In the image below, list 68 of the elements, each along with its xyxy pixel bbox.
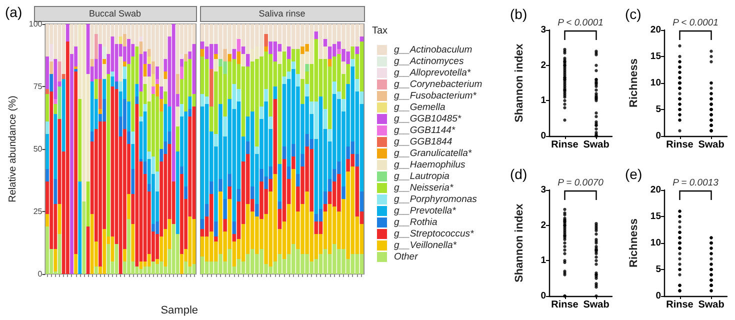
y-tick-label: 5 [656, 264, 662, 275]
legend-label: g__Prevotella* [394, 206, 456, 216]
y-tick-label: 1 [540, 255, 547, 266]
x-tick-label: Swab [698, 300, 724, 310]
legend-label: g__Alloprevotella* [394, 68, 471, 78]
y-tick-label: 75 [33, 82, 43, 91]
legend-label: g__Actinomyces [394, 56, 464, 67]
y-tick-label: 15 [650, 51, 662, 62]
legend-label: g__Neisseria* [394, 182, 454, 194]
y-tick-label: 2 [540, 60, 546, 71]
legend-title: Tax [372, 26, 388, 36]
legend-label: g__GGB1144* [394, 125, 456, 136]
y-tick-label: 15 [650, 211, 662, 222]
text: P < 0.0001 [558, 18, 604, 28]
x-tick-label: Swab [583, 140, 610, 150]
chart-title: (a) [5, 4, 22, 20]
y-tick-label: 20 [650, 184, 661, 196]
y-tick-label: 50 [33, 144, 43, 154]
y-tick-label: 10 [650, 78, 661, 88]
legend-label: g__Lautropia [394, 171, 450, 182]
chart-title: (d) [510, 166, 528, 182]
legend-label: g__Rothia [394, 217, 438, 228]
y-tick-label: 5 [656, 104, 662, 115]
legend-label: Other [394, 252, 419, 262]
chart-subtitle: Buccal Swab [88, 8, 142, 18]
x-tick-label: Swab [698, 140, 724, 150]
y-tick-label: 20 [650, 24, 661, 36]
chart-title: (e) [625, 166, 642, 182]
chart-title: (c) [625, 6, 642, 22]
y-tick-label: 3 [540, 184, 546, 196]
legend-label: g__Fusobacterium* [394, 90, 477, 102]
legend-label: g__Haemophilus [394, 160, 466, 170]
legend-label: g__Veillonella* [394, 240, 457, 251]
legend-label: g__Corynebacterium [394, 79, 482, 90]
y-tick-label: 0 [38, 270, 43, 278]
legend-label: g__Porphyromonas [394, 194, 478, 205]
x-tick-label: Swab [583, 300, 610, 310]
y-tick-label: 2 [540, 220, 546, 231]
y-tick-label: 10 [650, 238, 661, 248]
y-tick-label: 0 [656, 290, 661, 302]
y-axis-title: Shannon index [514, 202, 526, 282]
y-axis-title: Richness [628, 218, 640, 268]
text: P < 0.0001 [672, 18, 718, 28]
chart-subtitle: Saliva rinse [258, 8, 306, 18]
y-tick-label: 0 [540, 290, 546, 302]
chart-title: (b) [510, 6, 528, 22]
y-axis-title: Relative abundance (%) [8, 96, 18, 202]
legend-label: g__Granulicatella* [394, 148, 472, 159]
y-tick-label: 25 [33, 207, 43, 216]
text: P = 0.0013 [672, 178, 720, 188]
legend-label: g__Actinobaculum [394, 44, 472, 56]
y-tick-label: 100 [28, 20, 43, 28]
y-axis-title: Shannon index [514, 42, 526, 122]
y-tick-label: 0 [540, 130, 546, 142]
legend-label: g__Streptococcus* [394, 228, 474, 240]
legend-label: g__GGB1844 [394, 136, 452, 148]
y-tick-label: 0 [656, 130, 661, 142]
legend-label: g__GGB10485* [394, 114, 462, 124]
x-tick-label: Rinse [551, 140, 579, 150]
y-tick-label: 1 [540, 95, 547, 106]
text: P = 0.0070 [558, 178, 604, 188]
x-tick-label: Rinse [551, 300, 579, 310]
y-axis-title: Richness [628, 58, 640, 108]
x-axis-title: Sample [160, 304, 198, 316]
legend-label: g__Gemella [394, 102, 446, 113]
x-tick-label: Rinse [666, 300, 694, 310]
x-tick-label: Rinse [666, 140, 694, 150]
y-tick-label: 3 [540, 24, 546, 36]
